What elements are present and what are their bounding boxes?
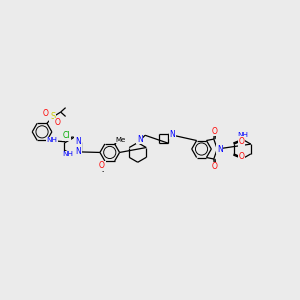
Text: S: S [50, 112, 56, 122]
Text: O: O [43, 109, 49, 118]
Text: N: N [217, 145, 223, 154]
Text: N: N [75, 147, 81, 156]
Text: NH: NH [237, 132, 248, 138]
Text: O: O [239, 152, 244, 161]
Text: N: N [137, 135, 142, 144]
Text: N: N [169, 130, 175, 139]
Text: O: O [239, 137, 244, 146]
Text: NH: NH [46, 137, 57, 143]
Text: O: O [99, 161, 105, 170]
Text: N: N [75, 137, 81, 146]
Text: Cl: Cl [63, 131, 70, 140]
Text: O: O [211, 127, 217, 136]
Text: O: O [211, 162, 217, 171]
Text: O: O [54, 118, 60, 127]
Text: NH: NH [62, 152, 73, 158]
Text: Me: Me [115, 136, 125, 142]
